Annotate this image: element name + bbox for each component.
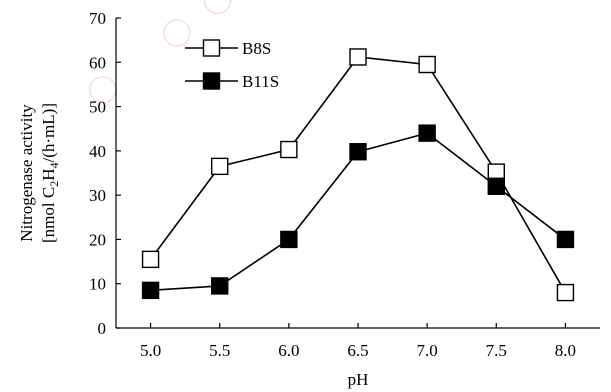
x-tick-label: 6.5 — [347, 341, 368, 360]
data-point-b11s — [487, 177, 505, 195]
legend-label-b11s: B11S — [242, 72, 279, 91]
plot-area: 0 10 20 30 40 50 60 70 5.0 5.5 6.0 6.5 7.0 7.5 8.0 — [89, 9, 600, 360]
legend: B8S B11S — [185, 39, 279, 91]
data-point-b11s — [556, 230, 575, 249]
y-tick-label: 10 — [89, 275, 106, 294]
legend-marker-b11s — [202, 72, 221, 90]
y-tick-label: 60 — [89, 53, 106, 72]
x-tick-label: 5.5 — [209, 341, 230, 360]
data-point-b11s — [280, 230, 298, 249]
x-tick-label: 8.0 — [555, 341, 576, 360]
data-point-b11s — [141, 281, 160, 300]
y-axis-title-line1: Nitrogenase activity — [17, 104, 36, 242]
x-tick-label: 5.0 — [140, 341, 161, 360]
y-axis-ticks: 0 10 20 30 40 50 60 70 — [89, 9, 121, 338]
legend-label-b8s: B8S — [242, 39, 271, 58]
data-point-b11s — [211, 277, 229, 295]
data-point-b11s — [349, 143, 367, 161]
x-tick-label: 6.0 — [278, 341, 299, 360]
y-tick-label: 40 — [89, 142, 106, 161]
y-axis-title-part-1: [nmol C — [39, 187, 58, 243]
y-axis-title: Nitrogenase activity [nmol C2H4/(h·mL)] — [17, 103, 61, 243]
y-tick-label: 0 — [98, 319, 107, 338]
y-axis-title-line2: [nmol C2H4/(h·mL)] — [39, 103, 61, 243]
data-point-b8s — [280, 140, 298, 159]
x-axis-ticks: 5.0 5.5 6.0 6.5 7.0 7.5 8.0 — [140, 323, 576, 360]
y-tick-label: 30 — [89, 186, 106, 205]
x-tick-label: 7.0 — [417, 341, 438, 360]
y-axis-title-sub-2: 2 — [47, 181, 61, 187]
data-point-b8s — [141, 250, 160, 269]
y-tick-label: 20 — [89, 230, 106, 249]
series-layer — [141, 48, 575, 302]
y-tick-label: 50 — [89, 98, 106, 117]
x-tick-label: 7.5 — [486, 341, 507, 360]
watermark — [89, 0, 232, 104]
x-axis-title: pH — [348, 370, 369, 389]
data-point-b8s — [556, 283, 575, 302]
data-point-b8s — [418, 55, 436, 74]
y-tick-label: 70 — [89, 9, 106, 28]
legend-marker-b8s — [202, 39, 221, 57]
y-axis-title-part-rest: /(h·mL)] — [39, 103, 58, 162]
data-point-b11s — [418, 124, 436, 142]
data-point-b8s — [349, 48, 367, 66]
y-axis-title-sub-4: 4 — [47, 163, 61, 169]
y-axis-title-part-h: H — [39, 169, 58, 181]
data-point-b8s — [211, 157, 229, 176]
